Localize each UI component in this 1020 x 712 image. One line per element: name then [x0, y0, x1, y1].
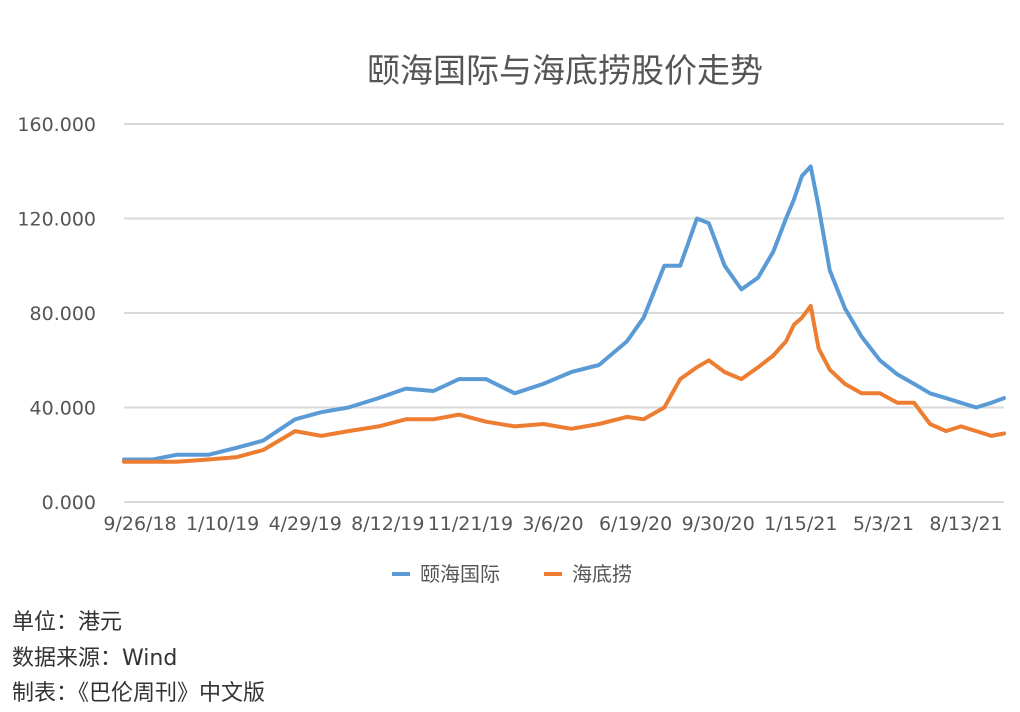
y-tick-label: 80.000 [30, 303, 96, 325]
x-tick-label: 9/30/20 [682, 513, 755, 535]
series-lines [122, 164, 1006, 464]
credit-note: 制表：《巴伦周刊》中文版 [12, 681, 266, 706]
series-line-1 [122, 303, 1006, 464]
line-chart: 颐海国际与海底捞股价走势 160.000 120.000 80.000 40.000 0… [17, 51, 1006, 586]
series-line-0 [122, 164, 1006, 462]
x-tick-label: 6/19/20 [599, 513, 672, 535]
y-tick-label: 160.000 [17, 114, 96, 136]
x-tick-label: 1/15/21 [764, 513, 837, 535]
x-tick-label: 8/12/19 [351, 513, 424, 535]
legend: 颐海国际 海底捞 [392, 562, 632, 586]
x-axis-ticks: 9/26/18 1/10/19 4/29/19 8/12/19 11/21/19 3/6/… [103, 513, 1002, 535]
legend-label: 海底捞 [572, 562, 632, 586]
x-tick-label: 9/26/18 [103, 513, 176, 535]
x-tick-label: 4/29/19 [269, 513, 342, 535]
legend-label: 颐海国际 [420, 562, 500, 586]
x-tick-label: 1/10/19 [186, 513, 259, 535]
y-axis-ticks: 160.000 120.000 80.000 40.000 0.000 [17, 114, 96, 514]
y-tick-label: 0.000 [42, 492, 96, 514]
gridlines [124, 123, 1004, 503]
x-tick-label: 3/6/20 [522, 513, 583, 535]
unit-note: 单位：港元 [12, 610, 123, 635]
x-tick-label: 5/3/21 [853, 513, 914, 535]
y-tick-label: 120.000 [17, 209, 96, 231]
x-tick-label: 8/13/21 [929, 513, 1002, 535]
chart-title: 颐海国际与海底捞股价走势 [367, 51, 763, 90]
x-tick-label: 11/21/19 [428, 513, 513, 535]
source-note: 数据来源：Wind [12, 646, 178, 671]
y-tick-label: 40.000 [30, 398, 96, 420]
